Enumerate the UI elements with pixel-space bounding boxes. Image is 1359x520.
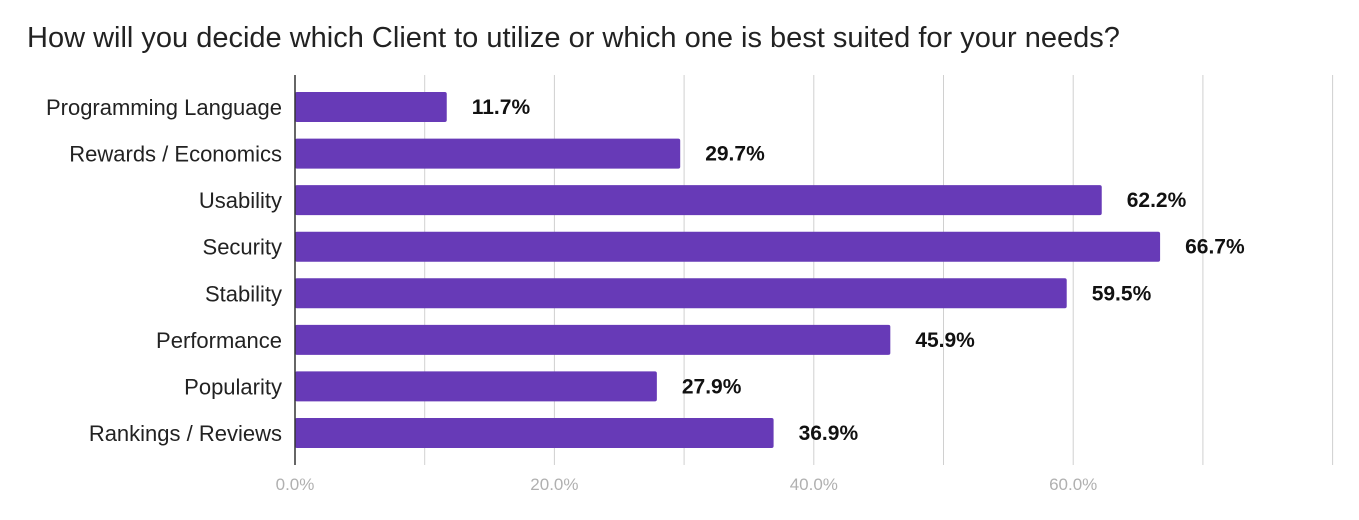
bar[interactable]: [295, 231, 1161, 262]
value-label: 11.7%: [472, 96, 531, 119]
value-label: 29.7%: [705, 143, 765, 166]
x-tick-label: 0.0%: [276, 475, 315, 494]
x-tick-label: 60.0%: [1049, 475, 1097, 494]
value-label: 45.9%: [915, 329, 975, 352]
bar[interactable]: [295, 278, 1067, 309]
category-label: Popularity: [184, 374, 282, 399]
bar[interactable]: [295, 138, 681, 169]
category-label: Performance: [156, 328, 282, 353]
x-tick-label: 40.0%: [790, 475, 838, 494]
value-label: 27.9%: [682, 375, 742, 398]
category-label: Usability: [199, 188, 282, 213]
x-tick-label: 20.0%: [530, 475, 578, 494]
bar[interactable]: [295, 417, 774, 448]
category-label: Rankings / Reviews: [89, 421, 282, 446]
bar[interactable]: [295, 185, 1102, 216]
category-label: Rewards / Economics: [69, 142, 282, 167]
bar[interactable]: [295, 92, 447, 122]
category-label: Security: [203, 235, 282, 260]
category-label: Stability: [205, 281, 282, 306]
category-label: Programming Language: [46, 95, 282, 120]
chart-title: How will you decide which Client to util…: [27, 22, 1120, 54]
value-label: 62.2%: [1127, 189, 1187, 212]
value-label: 66.7%: [1185, 236, 1245, 259]
value-label: 59.5%: [1092, 282, 1152, 305]
bar[interactable]: [295, 371, 657, 402]
bar[interactable]: [295, 324, 891, 355]
value-label: 36.9%: [799, 422, 859, 445]
